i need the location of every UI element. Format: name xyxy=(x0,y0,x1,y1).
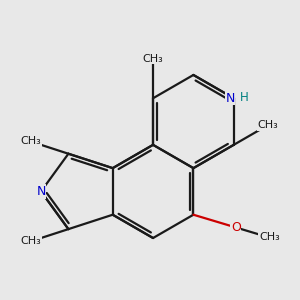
Text: H: H xyxy=(240,91,248,104)
Text: CH₃: CH₃ xyxy=(20,236,41,246)
Text: N: N xyxy=(36,185,46,198)
Text: N: N xyxy=(225,92,235,105)
Text: CH₃: CH₃ xyxy=(259,232,280,242)
Text: CH₃: CH₃ xyxy=(20,136,41,146)
Text: O: O xyxy=(231,221,241,234)
Text: CH₃: CH₃ xyxy=(258,120,278,130)
Text: CH₃: CH₃ xyxy=(143,54,164,64)
